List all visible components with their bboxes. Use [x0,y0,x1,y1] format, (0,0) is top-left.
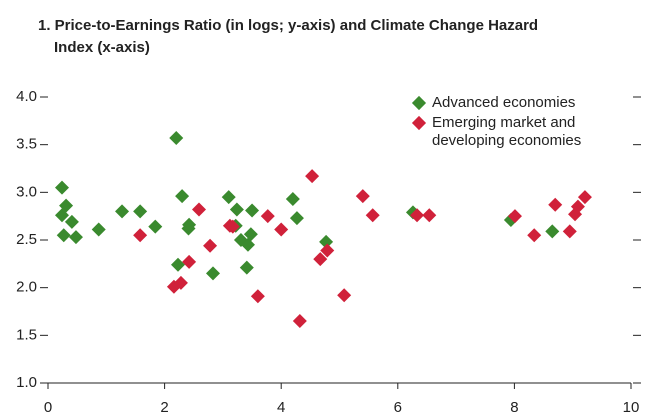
point [243,227,258,242]
point [570,199,585,214]
point [319,234,334,249]
y-tick-label: 3.0 [16,183,37,200]
point [133,228,148,243]
point [205,266,220,281]
point [68,230,83,245]
x-tick-label: 4 [277,399,285,416]
point [292,314,307,329]
point [229,202,244,217]
point [203,238,218,253]
y-tick-label: 3.5 [16,136,37,153]
point [59,198,74,213]
chart-title-line: 1. Price-to-Earnings Ratio (in logs; y-a… [38,17,538,34]
point [289,211,304,226]
point [173,275,188,290]
point [175,189,190,204]
point [410,208,425,223]
point [56,228,71,243]
point [365,208,380,223]
point [133,204,148,219]
point [240,237,255,252]
x-tick-label: 10 [623,399,640,416]
y-tick-label: 1.0 [16,374,37,391]
point [562,224,577,239]
point [181,221,196,236]
x-tick-label: 8 [510,399,518,416]
point [274,222,289,237]
point [91,222,106,237]
point [225,219,240,234]
point [171,257,186,272]
point [577,190,592,205]
point [548,197,563,212]
point [355,189,370,204]
x-tick-label: 0 [44,399,52,416]
point [313,252,328,267]
point [239,260,254,275]
point [305,169,320,184]
point [285,192,300,207]
legend-label: Advanced economies [432,94,576,111]
legend-swatch [411,95,427,111]
point [221,190,236,205]
y-tick-label: 1.5 [16,326,37,343]
point [64,214,79,229]
legend-label: Emerging market and developing economies [432,114,582,149]
point [250,289,265,304]
legend-swatch [411,115,427,131]
x-tick-label: 2 [160,399,168,416]
point [245,203,260,218]
point [191,202,206,217]
legend-item: Emerging market and developing economies [411,114,632,150]
point [507,209,522,224]
point [260,209,275,224]
legend-item: Advanced economies [411,94,632,112]
y-tick-label: 4.0 [16,88,37,105]
point [182,254,197,269]
x-tick-label: 6 [394,399,402,416]
y-tick-label: 2.5 [16,231,37,248]
y-tick-label: 2.0 [16,279,37,296]
legend: Advanced economies Emerging market and de… [411,94,632,152]
point [115,204,130,219]
point [545,224,560,239]
point [169,130,184,145]
point [54,180,69,195]
point [422,208,437,223]
point [527,228,542,243]
point [148,219,163,234]
point [320,243,335,258]
chart-title-line: Index (x-axis) [54,39,150,56]
point [337,288,352,303]
